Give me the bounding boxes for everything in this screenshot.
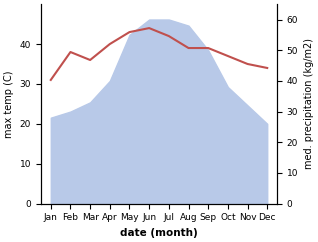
X-axis label: date (month): date (month) <box>120 228 198 238</box>
Y-axis label: med. precipitation (kg/m2): med. precipitation (kg/m2) <box>304 38 314 169</box>
Y-axis label: max temp (C): max temp (C) <box>4 70 14 138</box>
